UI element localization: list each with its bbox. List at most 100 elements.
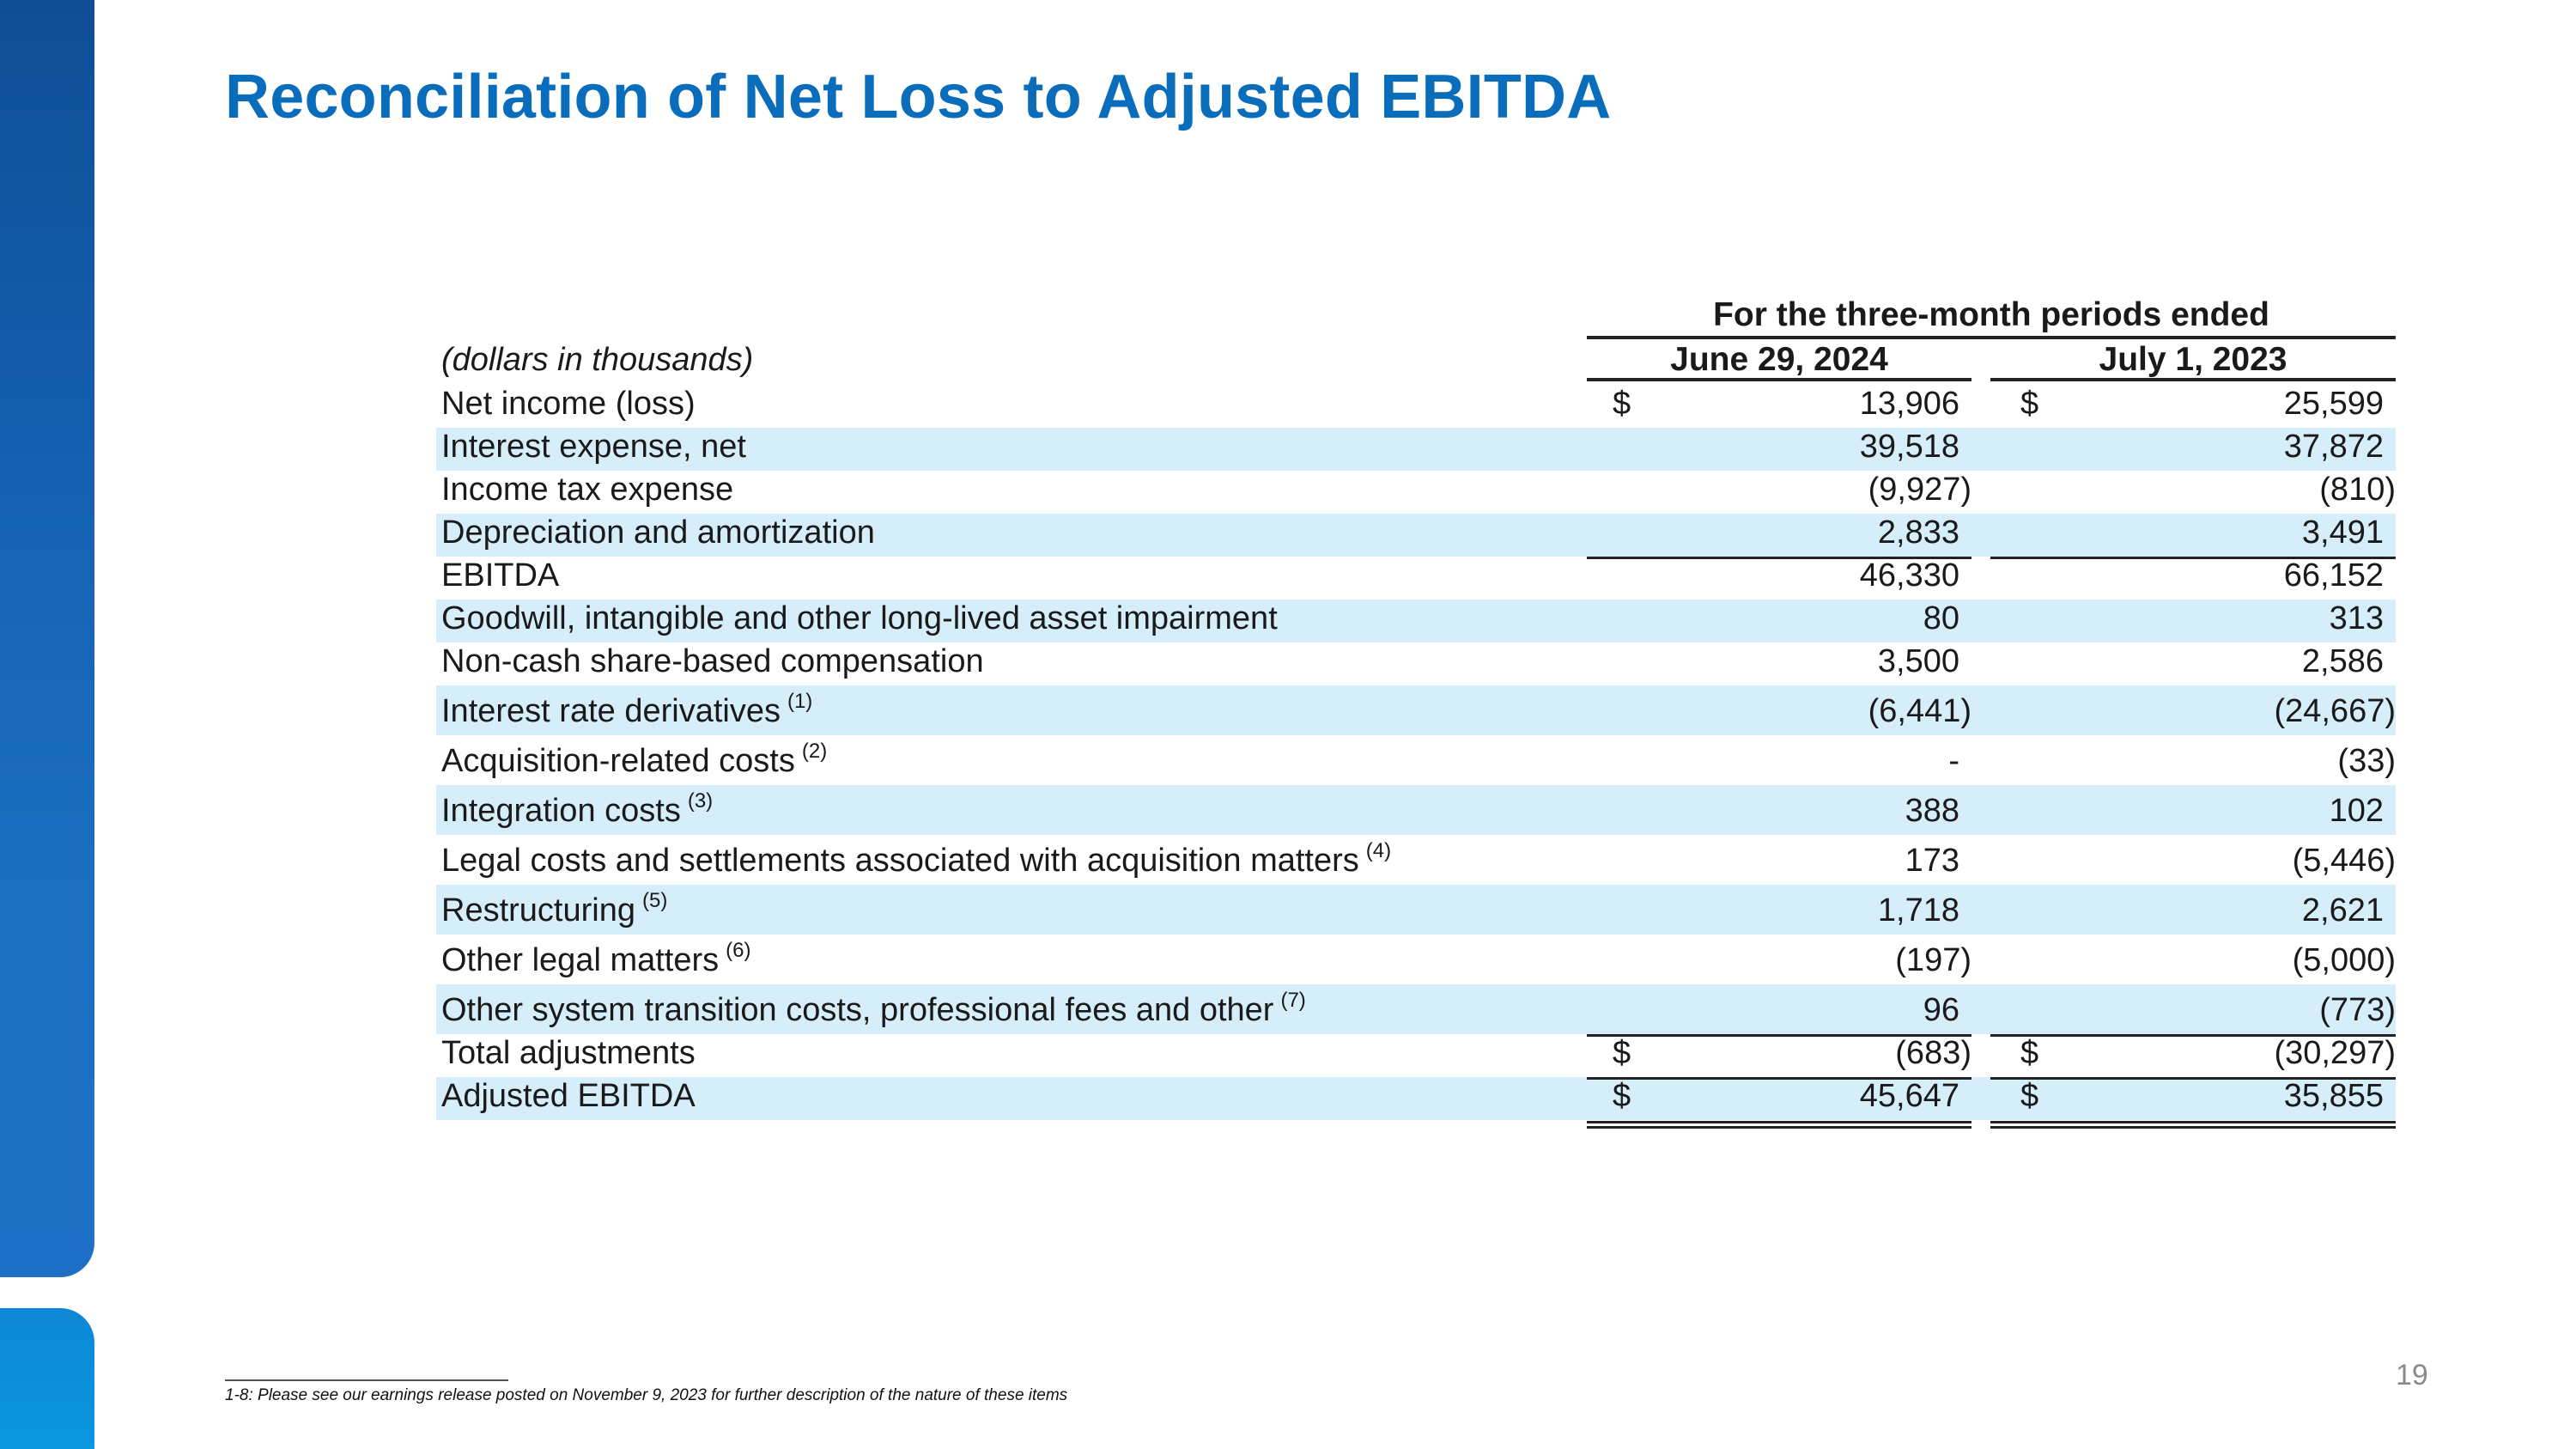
table-row: Net income (loss) $ $13,906 25,599 [436,385,2396,428]
footnote: 1-8: Please see our earnings release pos… [225,1386,1068,1404]
row-shading [436,514,2012,557]
row-shading [436,685,2012,735]
footnote-marker: (1) [787,690,813,713]
row-label-text: Interest rate derivatives [441,693,781,729]
column-header-row: (dollars in thousands) June 29, 2024 Jul… [436,339,2396,381]
footnote-marker: (6) [726,939,751,962]
table-row: Adjusted EBITDA $ $45,647 35,855 [436,1077,2396,1129]
cell-value-june-2024: (6,441) [1868,693,1971,729]
footnote-marker: (2) [801,740,828,763]
row-label-text: Restructuring [441,892,635,928]
sidebar-decoration [0,0,94,1277]
footnote-marker: (3) [687,789,714,813]
row-label-text: Legal costs and settlements associated w… [441,843,1359,879]
cell-value-july-2023: 2,621 [2301,892,2384,928]
row-label: Legal costs and settlements associated w… [441,839,1391,880]
row-label: Goodwill, intangible and other long-live… [441,600,1278,637]
currency-symbol: $ [1613,1035,1631,1071]
row-label-text: Acquisition-related costs [441,743,795,779]
currency-symbol: $ [2020,386,2039,422]
cell-value-june-2024: 80 [1923,600,1959,636]
cell-value-june-2024: (9,927) [1868,472,1971,508]
row-label: Non-cash share-based compensation [441,643,984,680]
cell-value-july-2023: 37,872 [2283,429,2384,465]
cell-value-june-2024: (197) [1895,942,1971,978]
subtotal-rule [1587,557,1971,559]
row-shading [2012,885,2396,935]
cell-value-july-2023: 35,855 [2283,1078,2384,1114]
row-label-text: Goodwill, intangible and other long-live… [441,600,1278,636]
currency-symbol: $ [2020,1035,2039,1071]
cell-value-june-2024: 2,833 [1877,514,1959,551]
page-number: 19 [2396,1359,2428,1391]
table-row: Non-cash share-based compensation 3,500 2,… [436,642,2396,685]
row-label: Interest rate derivatives (1) [441,690,812,730]
subtotal-rule [1990,1077,2396,1080]
cell-value-july-2023: (773) [2319,992,2396,1028]
row-label-text: EBITDA [441,557,560,594]
sidebar-accent-decoration [0,1308,94,1449]
row-shading [2012,785,2396,835]
table-row: Depreciation and amortization 2,833 3,491 [436,514,2396,557]
row-label: Depreciation and amortization [441,514,875,551]
row-label: Acquisition-related costs (2) [441,740,827,780]
currency-symbol: $ [2020,1078,2039,1114]
row-label-text: Integration costs [441,793,681,829]
row-label-text: Income tax expense [441,472,734,508]
cell-value-july-2023: (33) [2337,743,2396,779]
row-label-text: Depreciation and amortization [441,514,875,551]
cell-value-june-2024: 3,500 [1877,643,1959,679]
row-label: Interest expense, net [441,429,746,466]
cell-value-july-2023: (5,446) [2292,843,2396,879]
row-label-text: Other legal matters [441,942,720,978]
row-label: Other system transition costs, professio… [441,989,1306,1029]
row-shading [436,600,2012,642]
row-label: EBITDA [441,557,559,594]
cell-value-july-2023: (30,297) [2274,1035,2396,1071]
subtotal-rule [1990,557,2396,559]
column-header-july-2023: July 1, 2023 [1990,339,2396,381]
row-label-text: Non-cash share-based compensation [441,643,984,679]
subtotal-rule [1990,1034,2396,1037]
cell-value-june-2024: - [1948,743,1959,779]
cell-value-july-2023: (810) [2319,472,2396,508]
row-label-text: Other system transition costs, professio… [441,992,1274,1028]
table-body: Net income (loss) $ $13,906 25,599 Interest … [436,385,2396,1129]
row-shading [436,1077,2012,1120]
row-shading [436,885,2012,935]
cell-value-july-2023: 102 [2329,793,2384,829]
subtotal-rule [1587,1034,1971,1037]
row-shading [2012,1077,2396,1120]
currency-symbol: $ [1613,1078,1631,1114]
table-row: Goodwill, intangible and other long-live… [436,600,2396,642]
row-label-text: Interest expense, net [441,429,746,465]
page-title: Reconciliation of Net Loss to Adjusted E… [225,63,1612,131]
footnote-marker: (4) [1365,839,1392,862]
table-row: EBITDA 46,330 66,152 [436,557,2396,600]
row-label: Restructuring (5) [441,889,667,929]
table-row: Interest expense, net 39,518 37,872 [436,428,2396,471]
row-shading [2012,685,2396,735]
table-row: Other system transition costs, professio… [436,984,2396,1034]
row-label: Total adjustments [441,1035,696,1072]
column-header-june-2024: June 29, 2024 [1587,339,1971,381]
units-label: (dollars in thousands) [441,342,754,378]
cell-value-june-2024: 173 [1905,843,1959,879]
cell-value-june-2024: 46,330 [1859,557,1959,594]
row-label-text: Net income (loss) [441,386,696,422]
cell-value-june-2024: 388 [1905,793,1959,829]
total-double-rule [1990,1121,2396,1129]
cell-value-june-2024: (683) [1895,1035,1971,1071]
row-label-text: Total adjustments [441,1035,696,1071]
table-row: Income tax expense (9,927) (810) [436,471,2396,514]
row-shading [436,785,2012,835]
row-label: Other legal matters (6) [441,939,750,979]
currency-symbol: $ [1613,386,1631,422]
table-row: Legal costs and settlements associated w… [436,835,2396,885]
row-label: Net income (loss) [441,386,696,423]
cell-value-july-2023: (5,000) [2292,942,2396,978]
footnote-marker: (5) [641,889,668,912]
total-double-rule [1587,1121,1971,1129]
row-shading [2012,984,2396,1034]
row-shading [2012,514,2396,557]
